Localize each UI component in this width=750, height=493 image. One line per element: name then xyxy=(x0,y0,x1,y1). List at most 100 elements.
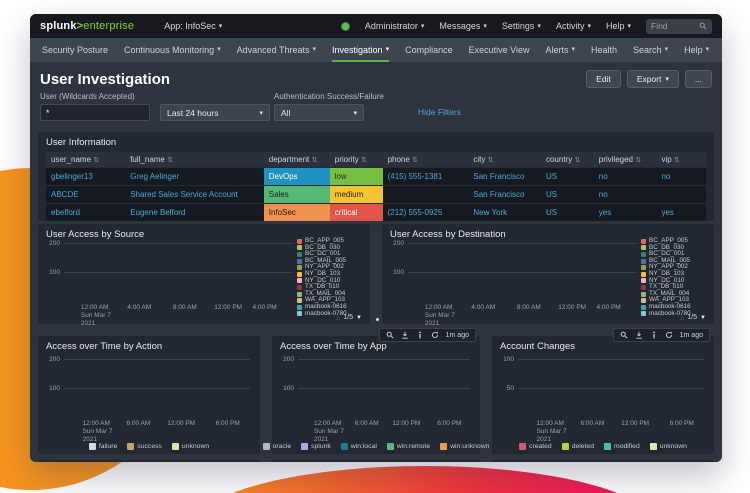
cell-privileged[interactable]: no xyxy=(593,185,657,204)
nav-item-help[interactable]: Help ▾ xyxy=(684,38,709,62)
cell-country[interactable]: US xyxy=(540,203,594,221)
legend-item-splunk[interactable]: splunk xyxy=(301,443,331,450)
legend-item-ny-dc-010[interactable]: NY_DC_010 xyxy=(641,277,709,285)
legend-item-wa-app-103[interactable]: WA_APP_103 xyxy=(297,297,365,304)
legend-item-ny-db-103[interactable]: NY_DB_103 xyxy=(297,270,365,278)
edit-button[interactable]: Edit xyxy=(586,70,621,88)
cell-city[interactable]: San Francisco xyxy=(468,167,541,186)
cell-full-name[interactable]: Eugene Belford xyxy=(125,203,264,221)
legend-item-bc-dc-001[interactable]: BC_DC_001 xyxy=(641,251,709,258)
download-icon[interactable] xyxy=(635,331,643,339)
legend-item-bc-db-030[interactable]: BC_DB_030 xyxy=(641,244,709,252)
nav-item-alerts[interactable]: Alerts ▾ xyxy=(545,38,575,62)
hide-filters-link[interactable]: Hide Filters xyxy=(418,107,461,117)
legend-item-win-unknown[interactable]: win:unknown xyxy=(440,443,489,450)
legend-item-tx-mail-004[interactable]: TX_MAIL_004 xyxy=(641,290,709,298)
info-icon[interactable] xyxy=(416,331,424,339)
splunk-logo[interactable]: splunk>enterprise xyxy=(40,20,134,32)
nav-item-investigation[interactable]: Investigation ▾ xyxy=(332,38,390,62)
pager-next-icon[interactable]: ▼ xyxy=(356,314,362,321)
legend-item-wa-app-103[interactable]: WA_APP_103 xyxy=(641,297,709,304)
legend-item-failure[interactable]: failure xyxy=(88,443,117,450)
cell-country[interactable]: US xyxy=(540,185,594,204)
legend-item-unknown[interactable]: unknown xyxy=(171,443,209,450)
legend-item-tx-db-010[interactable]: TX_DB_010 xyxy=(297,284,365,291)
find-search-input[interactable]: Find xyxy=(646,18,712,34)
nav-item-security-posture[interactable]: Security Posture xyxy=(42,38,108,62)
pager-prev-icon[interactable]: △ xyxy=(335,315,341,321)
topbar-menu-activity[interactable]: Activity ▾ xyxy=(556,21,591,31)
legend-item-win-remote[interactable]: win:remote xyxy=(386,443,430,450)
cell-full-name[interactable]: Shared Sales Service Account xyxy=(125,185,264,204)
nav-item-executive-view[interactable]: Executive View xyxy=(469,38,530,62)
cell-user-name[interactable]: ABCDE xyxy=(46,185,126,204)
cell-phone[interactable] xyxy=(382,185,469,204)
legend-item-win-local[interactable]: win:local xyxy=(340,443,377,450)
download-icon[interactable] xyxy=(401,331,409,339)
topbar-menu-help[interactable]: Help ▾ xyxy=(606,21,631,31)
cell-priority[interactable]: medium xyxy=(329,185,383,204)
zoom-icon[interactable] xyxy=(386,331,394,339)
more-button[interactable]: ... xyxy=(684,70,712,88)
column-header-priority[interactable]: priority ⇅ xyxy=(329,152,383,168)
refresh-icon[interactable] xyxy=(665,331,673,339)
cell-full-name[interactable]: Greg Aelinger xyxy=(125,167,264,186)
legend-item-unknown[interactable]: unknown xyxy=(649,443,687,450)
pager-next-icon[interactable]: ▼ xyxy=(700,314,706,321)
cell-user-name[interactable]: gbelinger13 xyxy=(46,167,126,186)
pager-prev-icon[interactable]: △ xyxy=(679,315,685,321)
legend-item-bc-app-005[interactable]: BC_APP_005 xyxy=(641,237,709,245)
legend-item-ny-db-103[interactable]: NY_DB_103 xyxy=(641,270,709,278)
column-header-city[interactable]: city ⇅ xyxy=(468,152,541,168)
auth-filter-dropdown[interactable]: All ▾ xyxy=(274,104,364,121)
app-menu[interactable]: App: InfoSec ▾ xyxy=(164,21,222,31)
cell-department[interactable]: Sales xyxy=(263,185,330,204)
legend-item-macbook-0780[interactable]: macbook-0780 xyxy=(297,310,365,318)
export-button[interactable]: Export ▾ xyxy=(626,70,679,88)
refresh-icon[interactable] xyxy=(431,331,439,339)
legend-item-bc-dc-001[interactable]: BC_DC_001 xyxy=(297,251,365,258)
cell-department[interactable]: DevOps xyxy=(263,167,330,186)
cell-country[interactable]: US xyxy=(540,167,594,186)
legend-item-macbook-0780[interactable]: macbook-0780 xyxy=(641,310,709,318)
cell-city[interactable]: New York xyxy=(468,203,541,221)
nav-item-compliance[interactable]: Compliance xyxy=(405,38,453,62)
column-header-department[interactable]: department ⇅ xyxy=(263,152,330,168)
column-header-phone[interactable]: phone ⇅ xyxy=(382,152,469,168)
column-header-vip[interactable]: vip ⇅ xyxy=(656,152,706,168)
cell-priority[interactable]: low xyxy=(329,167,383,186)
zoom-icon[interactable] xyxy=(620,331,628,339)
cell-department[interactable]: InfoSec xyxy=(263,203,330,221)
legend-item-tx-db-010[interactable]: TX_DB_010 xyxy=(641,284,709,291)
legend-item-tx-mail-004[interactable]: TX_MAIL_004 xyxy=(297,290,365,298)
topbar-menu-settings[interactable]: Settings ▾ xyxy=(502,21,541,31)
column-header-user-name[interactable]: user_name ⇅ xyxy=(46,152,126,168)
cell-vip[interactable] xyxy=(656,185,706,204)
column-header-country[interactable]: country ⇅ xyxy=(540,152,594,168)
cell-privileged[interactable]: yes xyxy=(593,203,657,221)
topbar-menu-administrator[interactable]: Administrator ▾ xyxy=(365,21,425,31)
cell-vip[interactable]: yes xyxy=(656,203,706,221)
cell-privileged[interactable]: no xyxy=(593,167,657,186)
cell-priority[interactable]: critical xyxy=(329,203,383,221)
time-range-picker[interactable]: Last 24 hours ▾ xyxy=(160,104,270,121)
legend-item-ny-app-002[interactable]: NY_APP_002 xyxy=(297,264,365,271)
legend-item-success[interactable]: success xyxy=(127,443,162,450)
info-icon[interactable] xyxy=(650,331,658,339)
legend-item-oracle[interactable]: oracle xyxy=(262,443,291,450)
legend-pager[interactable]: △ 1/5 ▼ xyxy=(680,314,706,321)
carousel-dot[interactable] xyxy=(376,318,379,321)
topbar-menu-messages[interactable]: Messages ▾ xyxy=(439,21,487,31)
legend-item-macbook-0616[interactable]: macbook-0616 xyxy=(297,303,365,311)
legend-item-ny-app-002[interactable]: NY_APP_002 xyxy=(641,264,709,271)
nav-item-search[interactable]: Search ▾ xyxy=(633,38,668,62)
status-indicator-icon[interactable] xyxy=(340,21,350,31)
legend-item-modified[interactable]: modified xyxy=(604,443,640,450)
cell-user-name[interactable]: ebelford xyxy=(46,203,126,221)
nav-item-continuous-monitoring[interactable]: Continuous Monitoring ▾ xyxy=(124,38,221,62)
legend-item-bc-mail-005[interactable]: BC_MAIL_005 xyxy=(641,257,709,265)
legend-item-bc-mail-005[interactable]: BC_MAIL_005 xyxy=(297,257,365,265)
legend-item-bc-db-030[interactable]: BC_DB_030 xyxy=(297,244,365,252)
user-filter-input[interactable] xyxy=(40,104,150,121)
cell-phone[interactable]: (415) 555-1381 xyxy=(382,167,469,186)
